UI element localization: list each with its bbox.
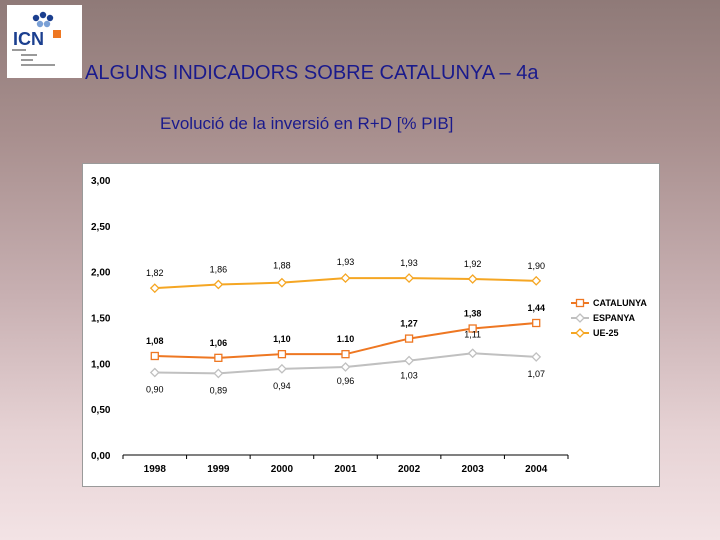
x-tick-label: 1998: [144, 464, 167, 475]
legend-label: UE-25: [593, 328, 619, 338]
legend-label: CATALUNYA: [593, 298, 647, 308]
legend-label: ESPANYA: [593, 313, 636, 323]
data-point: [404, 334, 414, 343]
x-tick-label: 2003: [462, 464, 485, 475]
data-point: [467, 348, 478, 359]
data-point: [468, 324, 477, 333]
data-point: [149, 367, 160, 378]
data-point: [404, 273, 414, 284]
rd-investment-chart: 0,00 0,50 1,00 1,50 2,00 2,50 3,00 1998 1999 2000…: [91, 176, 647, 475]
data-point: [340, 362, 351, 372]
icn-logo-mark: ICN: [12, 11, 61, 66]
data-point: [149, 283, 160, 294]
data-point: [277, 363, 287, 374]
chart-panel: 0,00 0,50 1,00 1,50 2,00 2,50 3,00 1998 1999 2000…: [82, 163, 660, 487]
data-point: [277, 277, 287, 288]
data-point: [532, 318, 541, 328]
data-label: 1,06: [210, 338, 228, 348]
data-point: [531, 275, 542, 286]
data-label: 1,93: [337, 257, 355, 267]
data-point: [277, 350, 287, 359]
slide-title: ALGUNS INDICADORS SOBRE CATALUNYA – 4a: [85, 62, 539, 84]
x-tick-label: 1999: [207, 464, 230, 475]
data-point: [340, 273, 351, 284]
y-tick-label: 1,50: [91, 314, 111, 325]
data-label: 0,94: [273, 381, 291, 391]
data-point: [467, 274, 478, 284]
data-label: 1,03: [400, 371, 418, 381]
data-point: [531, 351, 542, 362]
data-label: 0,89: [210, 385, 228, 395]
data-label: 1,88: [273, 261, 291, 271]
data-label: 1,27: [400, 319, 418, 329]
legend-marker: [575, 328, 585, 338]
y-tick-label: 2,50: [91, 222, 111, 233]
data-label: 1,07: [527, 369, 545, 379]
data-label: 1,08: [146, 336, 164, 346]
data-label: 0,90: [146, 385, 164, 395]
data-label: 0,96: [337, 376, 355, 386]
data-point: [214, 353, 223, 362]
legend-marker: [575, 298, 585, 308]
y-tick-label: 3,00: [91, 176, 111, 187]
data-label: 1,82: [146, 268, 164, 278]
data-point: [404, 355, 414, 366]
data-label: 1,86: [210, 265, 228, 275]
data-label: 1,10: [273, 334, 291, 344]
y-tick-label: 0,00: [91, 451, 111, 462]
data-label: 1,44: [527, 303, 545, 313]
x-tick-label: 2001: [334, 464, 357, 475]
data-label: 1,11: [464, 329, 481, 339]
y-tick-label: 1,00: [91, 359, 111, 370]
chart-subtitle: Evolució de la inversió en R+D [% PIB]: [160, 114, 454, 133]
y-tick-label: 2,00: [91, 268, 111, 279]
logo-text: ICN: [13, 29, 44, 49]
data-label: 1,90: [527, 261, 545, 271]
icn-logo: ICN: [7, 5, 82, 78]
data-point: [213, 368, 224, 379]
data-point: [213, 279, 224, 290]
x-tick-label: 2000: [271, 464, 294, 475]
data-label: 1.10: [337, 334, 355, 344]
data-point: [150, 351, 159, 361]
data-label: 1,92: [464, 259, 482, 269]
x-tick-label: 2002: [398, 464, 421, 475]
x-tick-label: 2004: [525, 464, 548, 475]
data-point: [341, 350, 350, 359]
y-tick-label: 0,50: [91, 405, 111, 416]
data-label: 1,38: [464, 309, 482, 319]
legend-marker: [575, 313, 585, 323]
data-label: 1,93: [400, 258, 418, 268]
